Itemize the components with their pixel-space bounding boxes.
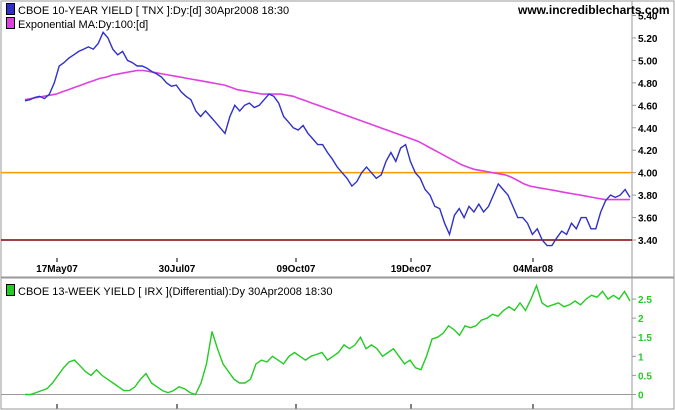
upper-border <box>0 0 675 278</box>
upper-series-group <box>24 30 631 247</box>
lower-y-tick-label-3: 1.5 <box>638 333 652 344</box>
y-tick-label-1: 3.60 <box>638 214 658 225</box>
y-tick-label-5: 4.40 <box>638 124 658 135</box>
upper-reference-lines <box>1 171 632 241</box>
lower-y-tick-label-4: 2 <box>638 314 644 325</box>
lower-series-group <box>25 283 631 396</box>
series-tnx-line <box>24 30 631 247</box>
y-tick-label-2: 3.80 <box>638 191 658 202</box>
legend-price-swatch <box>6 3 15 15</box>
upper-panel-frame <box>0 0 675 278</box>
x-tick-label-3: 19Dec07 <box>391 264 432 275</box>
lower-border <box>0 277 675 410</box>
y-tick-label-3: 4.00 <box>638 169 658 180</box>
lower-y-tick-label-1: 0.5 <box>638 371 652 382</box>
y-tick-label-6: 4.60 <box>638 101 658 112</box>
y-tick-label-0: 3.40 <box>638 236 658 247</box>
series-irx-line <box>25 283 631 396</box>
y-tick-label-7: 4.80 <box>638 79 658 90</box>
y-tick-label-10: 5.40 <box>638 11 658 22</box>
upper-y-axis: 3.40 3.60 3.80 4.00 4.20 4.40 4.60 4.80 5.00 5.20… <box>632 11 658 247</box>
legend-irx-label: CBOE 13-WEEK YIELD [ IRX ](Differential)… <box>18 286 333 298</box>
legend-irx: CBOE 13-WEEK YIELD [ IRX ](Differential)… <box>6 284 332 298</box>
lower-y-tick-label-2: 1 <box>638 352 644 363</box>
legend-price: CBOE 10-YEAR YIELD [ TNX ]:Dy:[d] 30Apr2… <box>6 3 289 17</box>
x-tick-label-0: 17May07 <box>36 264 78 275</box>
lower-y-tick-label-5: 2.5 <box>638 295 652 306</box>
legend-irx-swatch <box>6 284 15 296</box>
lower-panel-frame <box>0 277 675 410</box>
legend-ma: Exponential MA:Dy:100:[d] <box>6 17 148 31</box>
x-tick-label-2: 09Oct07 <box>277 264 316 275</box>
x-tick-label-4: 04Mar08 <box>513 264 553 275</box>
y-tick-label-8: 5.00 <box>638 56 658 67</box>
watermark: www.incrediblecharts.com <box>518 3 670 17</box>
y-tick-label-4: 4.20 <box>638 146 658 157</box>
x-axis: 17May07 30Jul07 09Oct07 19Dec07 04Mar08 <box>36 258 553 409</box>
x-tick-label-1: 30Jul07 <box>159 264 196 275</box>
y-tick-label-9: 5.20 <box>638 34 658 45</box>
lower-y-tick-label-0: 0 <box>638 390 644 401</box>
series-ma-line <box>24 69 630 201</box>
legend-ma-label: Exponential MA:Dy:100:[d] <box>18 19 149 31</box>
legend-price-label: CBOE 10-YEAR YIELD [ TNX ]:Dy:[d] 30Apr2… <box>18 5 290 17</box>
lower-y-axis: 0 0.5 1 1.5 2 2.5 <box>1 295 652 401</box>
legend-ma-swatch <box>6 17 15 29</box>
